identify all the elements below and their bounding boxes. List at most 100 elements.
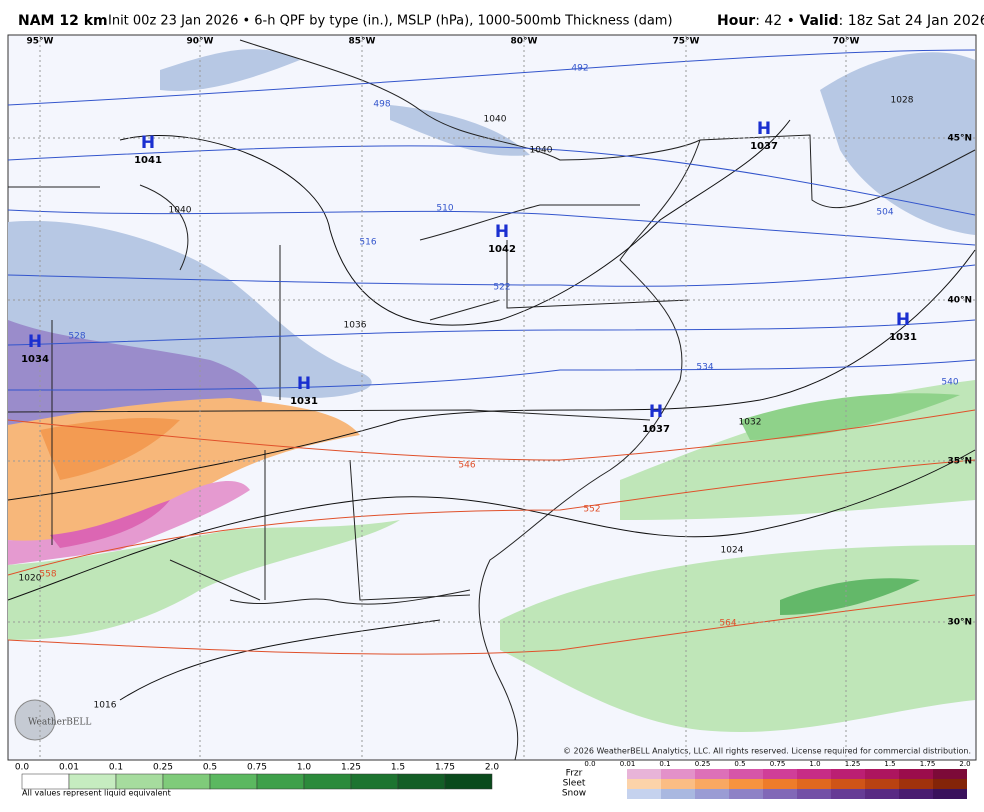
map: WeatherBELL © 2026 WeatherBELL Analytics… xyxy=(7,34,977,761)
type-swatch xyxy=(763,789,797,799)
high-symbol: H xyxy=(896,310,910,330)
latitude-label: 45°N xyxy=(947,134,972,144)
isobar-label: 1032 xyxy=(739,418,762,428)
legend: All values represent liquid equivalent 0… xyxy=(15,760,971,799)
type-swatch xyxy=(797,789,831,799)
type-tick-label: 0.5 xyxy=(734,760,745,768)
type-tick-label: 1.5 xyxy=(884,760,895,768)
high-pressure: 1031 xyxy=(290,396,318,407)
thickness-label: 534 xyxy=(696,363,713,373)
logo-mark xyxy=(14,699,56,741)
type-swatch xyxy=(865,779,899,789)
description: Init 00z 23 Jan 2026 • 6-h QPF by type (… xyxy=(108,14,673,29)
sleet-snow-area xyxy=(8,320,262,425)
rain-tick-label: 2.0 xyxy=(485,763,500,773)
isobars xyxy=(7,119,976,701)
type-swatch xyxy=(661,779,695,789)
valid-time: Hour: 42 • Valid: 18z Sat 24 Jan 2026 xyxy=(717,13,984,29)
type-swatch xyxy=(763,769,797,779)
type-swatch xyxy=(729,789,763,799)
type-swatch xyxy=(627,789,661,799)
thickness-label: 528 xyxy=(68,332,85,342)
rain-area xyxy=(780,578,920,615)
type-swatch xyxy=(661,789,695,799)
rain-tick-label: 1.75 xyxy=(435,763,455,773)
valid: 18z Sat 24 Jan 2026 xyxy=(848,13,984,29)
high-symbol: H xyxy=(649,402,663,422)
isobar-label: 1040 xyxy=(530,146,553,156)
type-swatch xyxy=(899,789,933,799)
type-swatch xyxy=(831,789,865,799)
type-swatch xyxy=(627,769,661,779)
latitude-label: 35°N xyxy=(947,457,972,467)
type-swatch xyxy=(797,779,831,789)
longitude-label: 85°W xyxy=(349,37,376,47)
thickness-label: 498 xyxy=(373,100,390,110)
type-tick-label: 0.25 xyxy=(695,760,711,768)
high-pressure: 1037 xyxy=(750,141,778,152)
thickness-label: 558 xyxy=(39,570,56,580)
latitude-label: 40°N xyxy=(947,296,972,306)
rain-tick-label: 0.25 xyxy=(153,763,173,773)
type-swatch xyxy=(695,769,729,779)
high-symbol: H xyxy=(28,332,42,352)
rain-swatch xyxy=(162,773,211,790)
thickness-lines xyxy=(7,49,976,391)
rain-area xyxy=(8,520,400,640)
thickness-label: 522 xyxy=(493,283,510,293)
logo-text: WeatherBELL xyxy=(28,718,91,728)
precip-type-label: Snow xyxy=(562,789,586,799)
logo: WeatherBELL xyxy=(14,699,91,741)
type-tick-label: 0.1 xyxy=(659,760,670,768)
isobar-label: 1016 xyxy=(94,701,117,711)
rain-tick-label: 0.01 xyxy=(59,763,79,773)
header: NAM 12 km Init 00z 23 Jan 2026 • 6-h QPF… xyxy=(18,13,984,29)
rain-swatch xyxy=(115,773,164,790)
rain-swatch xyxy=(397,773,446,790)
type-swatch xyxy=(797,769,831,779)
type-tick-label: 1.25 xyxy=(845,760,861,768)
high-symbol: H xyxy=(297,374,311,394)
type-tick-label: 2.0 xyxy=(959,760,970,768)
snow-area xyxy=(160,49,300,91)
type-swatch xyxy=(899,769,933,779)
high-pressure: 1042 xyxy=(488,244,516,255)
thickness-label: 504 xyxy=(876,208,893,218)
type-swatch xyxy=(695,789,729,799)
isobar-label: 1040 xyxy=(484,115,507,125)
thickness-label: 540 xyxy=(941,378,958,388)
type-tick-label: 0.0 xyxy=(584,760,595,768)
rain-swatch xyxy=(68,773,117,790)
high-pressure: 1041 xyxy=(134,155,162,166)
rain-tick-label: 1.0 xyxy=(297,763,312,773)
high-pressure: 1034 xyxy=(21,354,49,365)
thickness-label: 510 xyxy=(436,204,453,214)
type-swatch xyxy=(899,779,933,789)
thickness-label: 564 xyxy=(719,619,736,629)
rain-area xyxy=(740,393,960,440)
type-swatch xyxy=(729,779,763,789)
rain-tick-label: 0.75 xyxy=(247,763,267,773)
thickness-lines xyxy=(7,409,976,655)
hour: 42 xyxy=(764,13,782,29)
rain-tick-label: 0.0 xyxy=(15,763,30,773)
isobar-label: 1028 xyxy=(891,96,914,106)
thickness-label: 552 xyxy=(583,505,600,515)
type-swatch xyxy=(763,779,797,789)
longitude-label: 80°W xyxy=(511,37,538,47)
longitude-label: 90°W xyxy=(187,37,214,47)
rain-tick-label: 1.5 xyxy=(391,763,405,773)
type-swatch xyxy=(831,779,865,789)
longitude-label: 75°W xyxy=(673,37,700,47)
isobar-label: 1024 xyxy=(721,546,744,556)
model: NAM 12 km xyxy=(18,13,108,29)
isobar-label: 1040 xyxy=(169,206,192,216)
type-tick-label: 1.75 xyxy=(920,760,936,768)
type-swatch xyxy=(933,769,967,779)
type-swatch xyxy=(729,769,763,779)
precip-type-label: Frzr xyxy=(566,769,583,779)
high-pressure: 1037 xyxy=(642,424,670,435)
latitude-label: 30°N xyxy=(947,618,972,628)
type-swatch xyxy=(695,779,729,789)
